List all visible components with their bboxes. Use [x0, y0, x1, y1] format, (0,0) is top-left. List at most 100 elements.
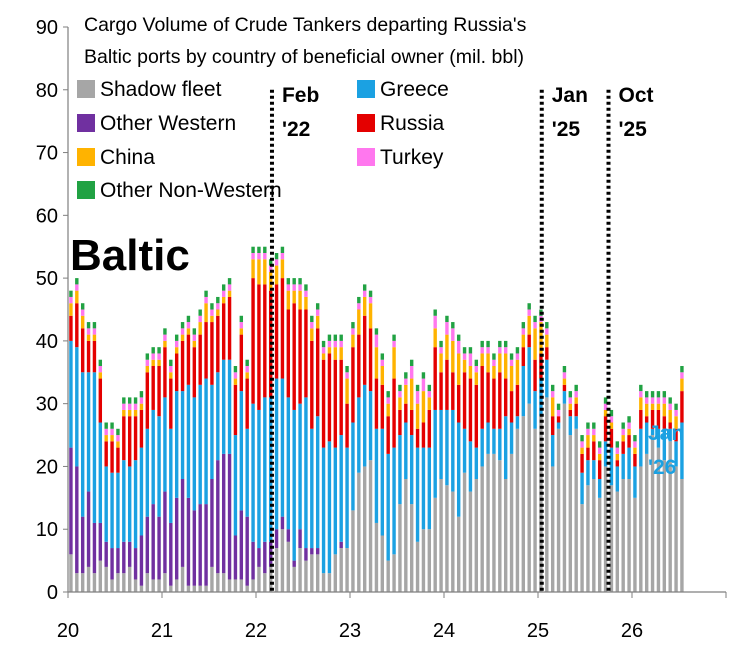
bar-segment	[439, 347, 443, 354]
bar-segment	[204, 504, 208, 586]
bar-segment	[198, 585, 202, 592]
bar-segment	[80, 328, 85, 373]
bar-segment	[210, 309, 214, 316]
bar-segment	[433, 315, 437, 329]
bar-segment	[92, 334, 97, 341]
bar-segment	[445, 409, 449, 486]
bar-segment	[486, 340, 490, 348]
bar-segment	[339, 541, 343, 549]
bar-segment	[186, 328, 191, 335]
bar-segment	[163, 328, 167, 335]
chart-title: Cargo Volume of Crude Tankers departing …	[84, 14, 527, 68]
bar-segment	[280, 253, 285, 260]
bar-segment	[239, 510, 244, 580]
axes	[67, 27, 726, 593]
bar-segment	[439, 479, 443, 592]
bar-segment	[515, 347, 520, 354]
bar-segment	[615, 447, 620, 454]
bar-segment	[92, 372, 97, 523]
bar-segment	[486, 347, 490, 354]
bar-segment	[392, 334, 396, 341]
legend-swatch	[77, 181, 95, 199]
bar-segment	[644, 391, 649, 398]
bar-segment	[480, 466, 484, 592]
bar-segment	[362, 315, 367, 385]
bar-segment	[221, 290, 226, 297]
bar-segment	[169, 522, 173, 586]
bar-segment	[592, 441, 596, 461]
bar-area	[69, 246, 684, 592]
y-tick-label: 90	[36, 17, 58, 39]
bar-segment	[127, 397, 132, 404]
bar-segment	[145, 372, 150, 429]
bar-segment	[509, 359, 514, 366]
bar-segment	[310, 340, 314, 429]
bar-segment	[662, 391, 667, 398]
bar-segment	[386, 453, 390, 561]
bar-segment	[621, 441, 625, 454]
bar-segment	[592, 422, 596, 429]
bar-segment	[603, 397, 608, 404]
bar-segment	[474, 359, 479, 366]
bar-segment	[92, 322, 97, 329]
bar-segment	[198, 309, 202, 316]
legend-entry: Russia	[380, 112, 445, 135]
bar-segment	[110, 428, 114, 436]
bar-segment	[280, 516, 285, 530]
x-tick-label: 26	[621, 620, 643, 642]
bar-segment	[221, 573, 226, 592]
bar-segment	[75, 284, 79, 291]
bar-segment	[122, 403, 126, 410]
bar-segment	[86, 372, 91, 492]
bar-segment	[239, 579, 244, 592]
bar-segment	[439, 340, 443, 348]
bar-segment	[280, 259, 285, 279]
bar-segment	[145, 573, 150, 592]
bar-segment	[133, 416, 138, 461]
bar-segment	[315, 315, 320, 329]
bar-segment	[169, 366, 173, 373]
y-tick-label: 30	[36, 394, 58, 416]
bar-segment	[233, 579, 238, 592]
event-label: Oct	[619, 84, 654, 107]
bar-segment	[298, 309, 302, 404]
bar-segment	[639, 391, 643, 398]
bar-segment	[680, 422, 684, 479]
bar-segment	[86, 334, 91, 341]
bar-segment	[568, 416, 573, 436]
bar-segment	[451, 372, 455, 410]
bar-segment	[133, 548, 138, 580]
bar-segment	[427, 529, 432, 592]
bar-segment	[621, 435, 625, 442]
bar-segment	[180, 328, 185, 335]
bar-segment	[468, 347, 473, 354]
bar-segment	[151, 579, 155, 592]
bar-segment	[521, 322, 526, 329]
bar-segment	[680, 366, 684, 373]
bar-segment	[221, 453, 226, 574]
bar-segment	[86, 491, 91, 567]
bar-segment	[404, 384, 408, 404]
bar-segment	[286, 541, 291, 592]
bar-segment	[368, 328, 373, 392]
bar-segment	[104, 466, 108, 542]
bar-segment	[98, 522, 103, 561]
bar-segment	[298, 548, 302, 592]
bar-segment	[533, 391, 537, 429]
bar-segment	[298, 529, 302, 549]
bar-segment	[86, 566, 91, 592]
bar-segment	[116, 428, 120, 436]
legend-entry: Other Western	[100, 112, 236, 135]
bar-segment	[556, 409, 561, 417]
bar-segment	[503, 378, 508, 417]
bar-segment	[274, 259, 279, 266]
bar-segment	[368, 303, 373, 329]
bar-segment	[357, 472, 361, 592]
bar-segment	[421, 422, 426, 448]
bar-segment	[227, 296, 232, 360]
bar-segment	[404, 403, 408, 423]
x-tick-label: 20	[57, 620, 79, 642]
bar-segment	[204, 290, 208, 297]
bar-segment	[362, 290, 367, 297]
bar-segment	[421, 378, 426, 392]
